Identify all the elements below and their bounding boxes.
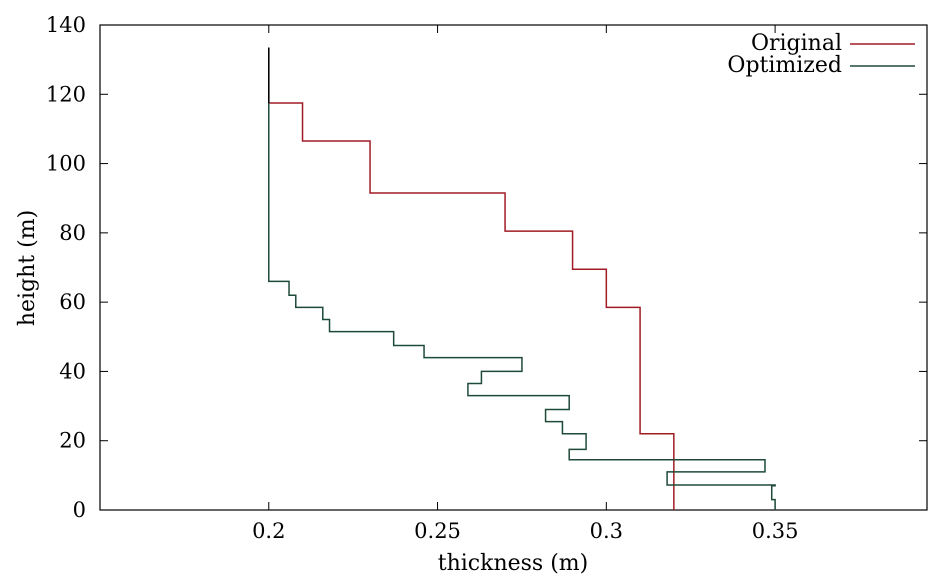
y-tick-label: 60	[59, 290, 86, 314]
series-line-optimized	[268, 47, 776, 510]
x-tick-label: 0.2	[252, 519, 285, 543]
y-tick-label: 100	[46, 152, 86, 176]
x-tick-label: 0.3	[590, 519, 623, 543]
y-tick-label: 20	[59, 429, 86, 453]
y-tick-label: 80	[59, 221, 86, 245]
plot-frame	[99, 24, 928, 511]
y-axis-title: height (m)	[15, 210, 40, 326]
x-axis-ticks: 0.2 0.25 0.3 0.35	[252, 25, 798, 543]
x-tick-label: 0.25	[414, 519, 461, 543]
legend: Original Optimized	[727, 31, 915, 78]
x-tick-label: 0.35	[752, 519, 799, 543]
y-tick-label: 140	[46, 13, 86, 37]
legend-label-original: Original	[751, 31, 842, 56]
y-axis-ticks: 0 20 40 60 80 100 120 140	[46, 13, 927, 522]
legend-label-optimized: Optimized	[727, 53, 842, 78]
series-line-original	[268, 47, 675, 510]
series-layer	[268, 47, 776, 510]
x-axis-title: thickness (m)	[438, 551, 589, 576]
y-tick-label: 0	[73, 498, 86, 522]
y-tick-label: 40	[59, 359, 86, 383]
y-tick-label: 120	[46, 82, 86, 106]
